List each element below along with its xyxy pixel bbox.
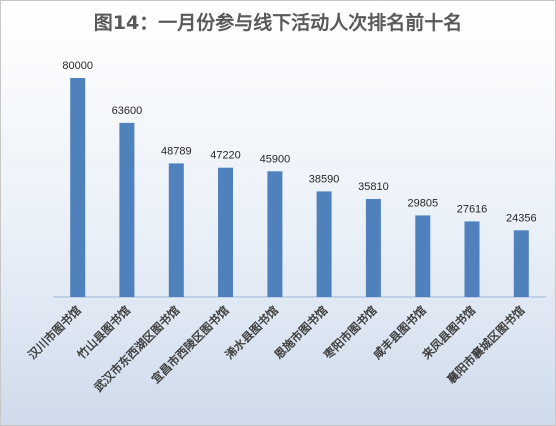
bar-9 bbox=[464, 221, 480, 297]
data-label-7: 35810 bbox=[358, 181, 389, 193]
bar-10 bbox=[513, 230, 529, 297]
bar-5 bbox=[267, 171, 283, 297]
data-label-10: 24356 bbox=[506, 212, 537, 224]
data-label-9: 27616 bbox=[457, 203, 488, 215]
bar-3 bbox=[168, 163, 184, 297]
data-label-5: 45900 bbox=[260, 153, 291, 165]
bar-4 bbox=[218, 167, 233, 297]
bar-2 bbox=[119, 122, 135, 298]
data-label-3: 48789 bbox=[161, 145, 192, 157]
data-label-2: 63600 bbox=[112, 105, 143, 117]
bar-6 bbox=[316, 191, 332, 297]
bar-7 bbox=[365, 199, 381, 297]
data-label-1: 80000 bbox=[62, 60, 93, 72]
data-label-8: 29805 bbox=[408, 197, 439, 209]
chart-title: 图14：一月份参与线下活动人次排名前十名 bbox=[93, 12, 463, 34]
category-label-3: 武汉市东西湖区图书馆 bbox=[91, 303, 183, 395]
bar-8 bbox=[415, 215, 431, 297]
bar-1 bbox=[70, 78, 86, 297]
data-label-6: 38590 bbox=[309, 173, 340, 185]
data-label-4: 47220 bbox=[210, 150, 241, 162]
